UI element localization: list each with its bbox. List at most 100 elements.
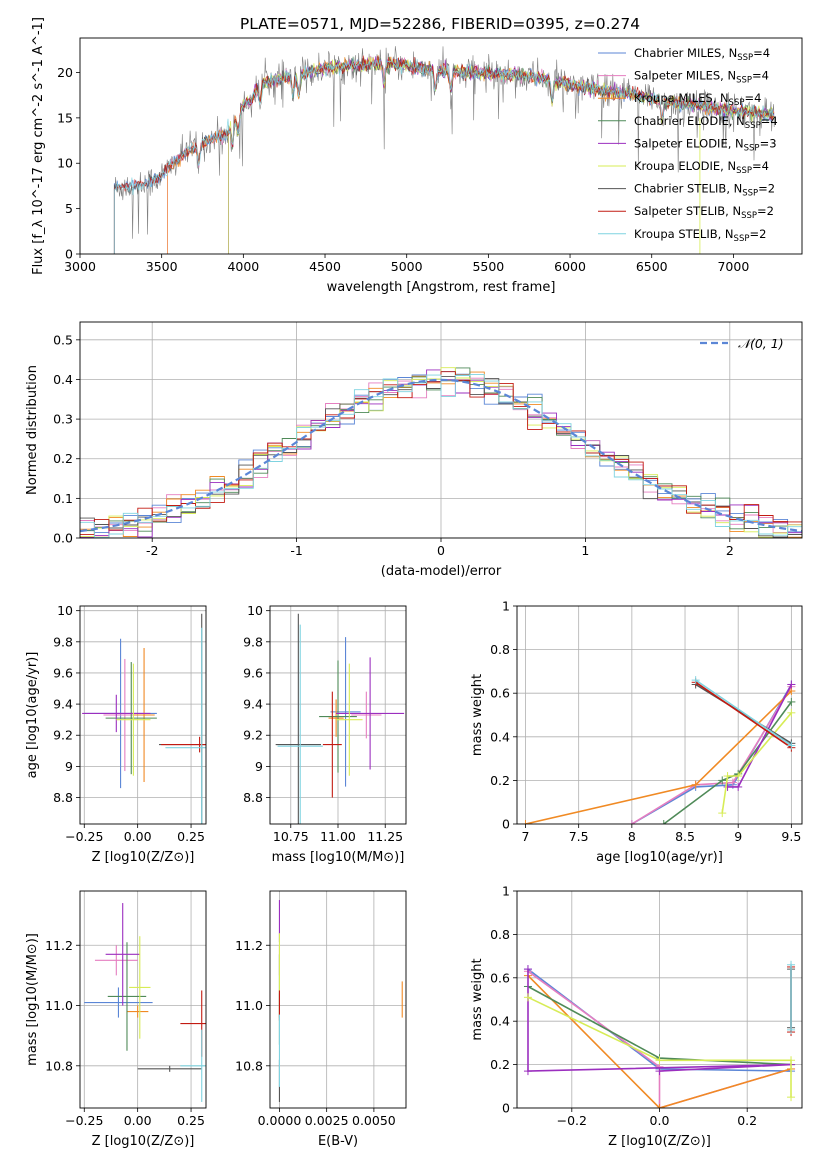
axes-frame [516,890,803,1109]
spectrum-model-line [228,56,774,254]
x-tick-label: 4500 [309,259,341,274]
x-tick-label: 0.00 [124,1113,152,1128]
y-tick-label: 0.2 [490,1057,510,1072]
y-tick-label: 9 [65,759,73,774]
spectrum-model-line [113,58,775,254]
x-tick-label: 0.0 [650,1113,670,1128]
x-axis-label: Z [log10(Z/Z⊙)] [608,1134,711,1149]
x-tick-label: 11.25 [367,829,403,844]
spectrum-model-line [113,58,775,254]
legend-label: Kroupa ELODIE, NSSP=4 [634,159,769,176]
legend-label: Kroupa STELIB, NSSP=2 [634,227,766,244]
y-tick-label: 0 [502,817,510,832]
y-axis-label: mass weight [470,674,485,756]
y-tick-label: 11.0 [45,998,73,1013]
y-tick-label: 9.4 [53,697,73,712]
x-tick-label: 7 [522,829,530,844]
weight-series-line [695,679,792,747]
y-tick-label: 0.8 [490,927,510,942]
x-tick-label: 5000 [391,259,423,274]
y-tick-label: 0.1 [53,491,73,506]
x-tick-label: 11.00 [320,829,356,844]
y-tick-label: 5 [65,201,73,216]
spectrum-model-line [113,55,775,254]
axes-frame [79,37,803,255]
y-tick-label: 9.4 [243,697,263,712]
y-tick-label: 9.2 [243,728,263,743]
x-tick-label: 0.0025 [305,1113,349,1128]
y-tick-label: 0.2 [490,773,510,788]
x-tick-label: 10.75 [273,829,309,844]
axes-frame [79,890,207,1109]
y-tick-label: 9.2 [53,728,73,743]
weight-series-line [663,701,793,824]
y-tick-label: 1 [502,884,510,899]
y-tick-label: 9.6 [243,665,263,680]
panel-spectrum: 3000 3500 4000 4500 5000 5500 6000 6500 7000 0 5 10… [31,17,803,295]
weight-series-line [527,975,792,1108]
axes-frame [269,890,407,1109]
histogram-step-line [80,374,802,538]
y-tick-label: 15 [57,110,73,125]
x-tick-label: 9.5 [781,829,801,844]
panels-layer: 3000 3500 4000 4500 5000 5500 6000 6500 70000510… [25,17,803,1149]
panel-age-vs-mass: 10.75 11.00 11.25 8.8 9 9.2 9.4 9.6 9.8 10 mass [l… [243,603,407,865]
weight-series-line [525,690,792,824]
axes-frame [516,605,803,825]
x-tick-label: 6500 [636,259,668,274]
plot-area [80,891,206,1108]
x-tick-label: 0.0000 [258,1113,302,1128]
y-tick-label: 9.8 [243,634,263,649]
y-tick-label: 10 [247,603,263,618]
panel-mass-vs-EBV: 0.0000 0.0025 0.0050 10.8 11.0 11.2 E(B-V) [235,890,407,1149]
y-tick-label: 0.3 [53,412,73,427]
y-axis-label: mass [log10(M/M⊙)] [25,933,40,1066]
panel-mass-vs-Z: −0.25 0.00 0.25 10.8 11.0 11.2 Z [log10(Z/Z⊙)]… [25,890,207,1149]
weight-series-line [721,712,793,814]
legend-label: Salpeter ELODIE, NSSP=3 [634,136,777,153]
x-tick-label: 0 [437,543,445,558]
x-tick-label: 9 [734,829,742,844]
x-axis-label: age [log10(age/yr)] [596,850,723,865]
weight-series-line [695,683,792,744]
x-tick-label: 5500 [472,259,504,274]
x-tick-label: 2 [726,543,734,558]
y-tick-label: 9.8 [53,634,73,649]
y-axis-label: mass weight [470,958,485,1040]
x-tick-label: 1 [581,543,589,558]
legend-label: Chabrier MILES, NSSP=4 [634,46,770,63]
y-tick-label: 0 [65,247,73,262]
x-tick-label: 7000 [717,259,749,274]
spectrum-model-line [113,58,775,254]
legend-label: 𝒩(0, 1) [738,336,784,351]
y-axis-label: Flux [f_λ 10^-17 erg cm^-2 s^-1 A^-1] [31,17,46,275]
x-tick-label: 8 [628,829,636,844]
axes-frame [79,321,803,539]
spectrum-model-line [228,56,774,254]
x-tick-label: 0.25 [177,829,205,844]
x-axis-label: E(B-V) [318,1134,358,1149]
x-axis-label: Z [log10(Z/Z⊙)] [92,850,195,865]
weight-series-line [631,684,793,824]
panel-weight-vs-Z: −0.2 0.0 0.2 0 0.2 0.4 0.6 0.8 1 Z [log10(Z/Z⊙)] m… [470,884,803,1149]
x-tick-label: −0.2 [557,1113,587,1128]
weight-series-line [527,996,792,1098]
y-tick-label: 11.2 [45,938,73,953]
y-tick-label: 10 [57,603,73,618]
spectrum-model-line [228,56,774,254]
y-tick-label: 0.0 [53,531,73,546]
legend-label: Chabrier ELODIE, NSSP=4 [634,114,778,131]
gaussian-reference-line [80,378,802,533]
plot-area [517,606,802,824]
x-tick-label: 6000 [554,259,586,274]
legend-label: Chabrier STELIB, NSSP=2 [634,182,775,199]
x-tick-label: −0.25 [65,1113,103,1128]
panel-residuals: -2 -1 0 1 2 0.0 0.1 0.2 0.3 0.4 0.5 (data-model)/er… [25,321,803,579]
x-tick-label: 7.5 [569,829,589,844]
legend-label: Kroupa MILES, NSSP=4 [634,91,761,108]
axes-frame [79,605,207,825]
y-tick-label: 20 [57,65,73,80]
spectrum-legend: Chabrier MILES, NSSP=4 Salpeter MILES, NS… [598,46,778,244]
plot-area [80,322,802,538]
